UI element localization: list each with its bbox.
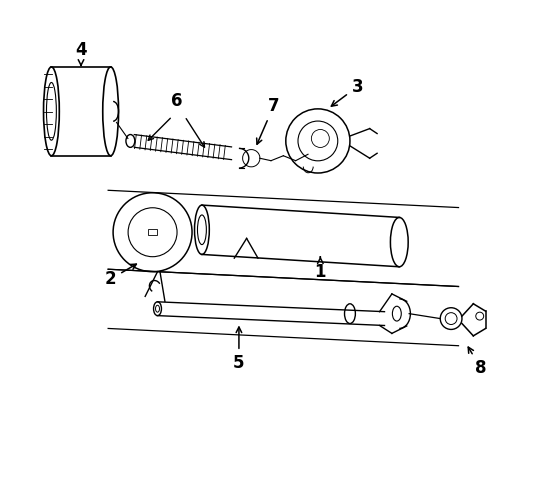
Text: 8: 8 — [468, 347, 487, 377]
Text: 4: 4 — [75, 40, 87, 65]
Text: 1: 1 — [314, 257, 326, 281]
Text: 2: 2 — [105, 264, 137, 288]
Text: 3: 3 — [331, 78, 363, 106]
Text: 6: 6 — [171, 92, 183, 110]
Bar — [147, 229, 157, 235]
Text: 7: 7 — [257, 97, 279, 144]
Text: 5: 5 — [233, 327, 244, 372]
